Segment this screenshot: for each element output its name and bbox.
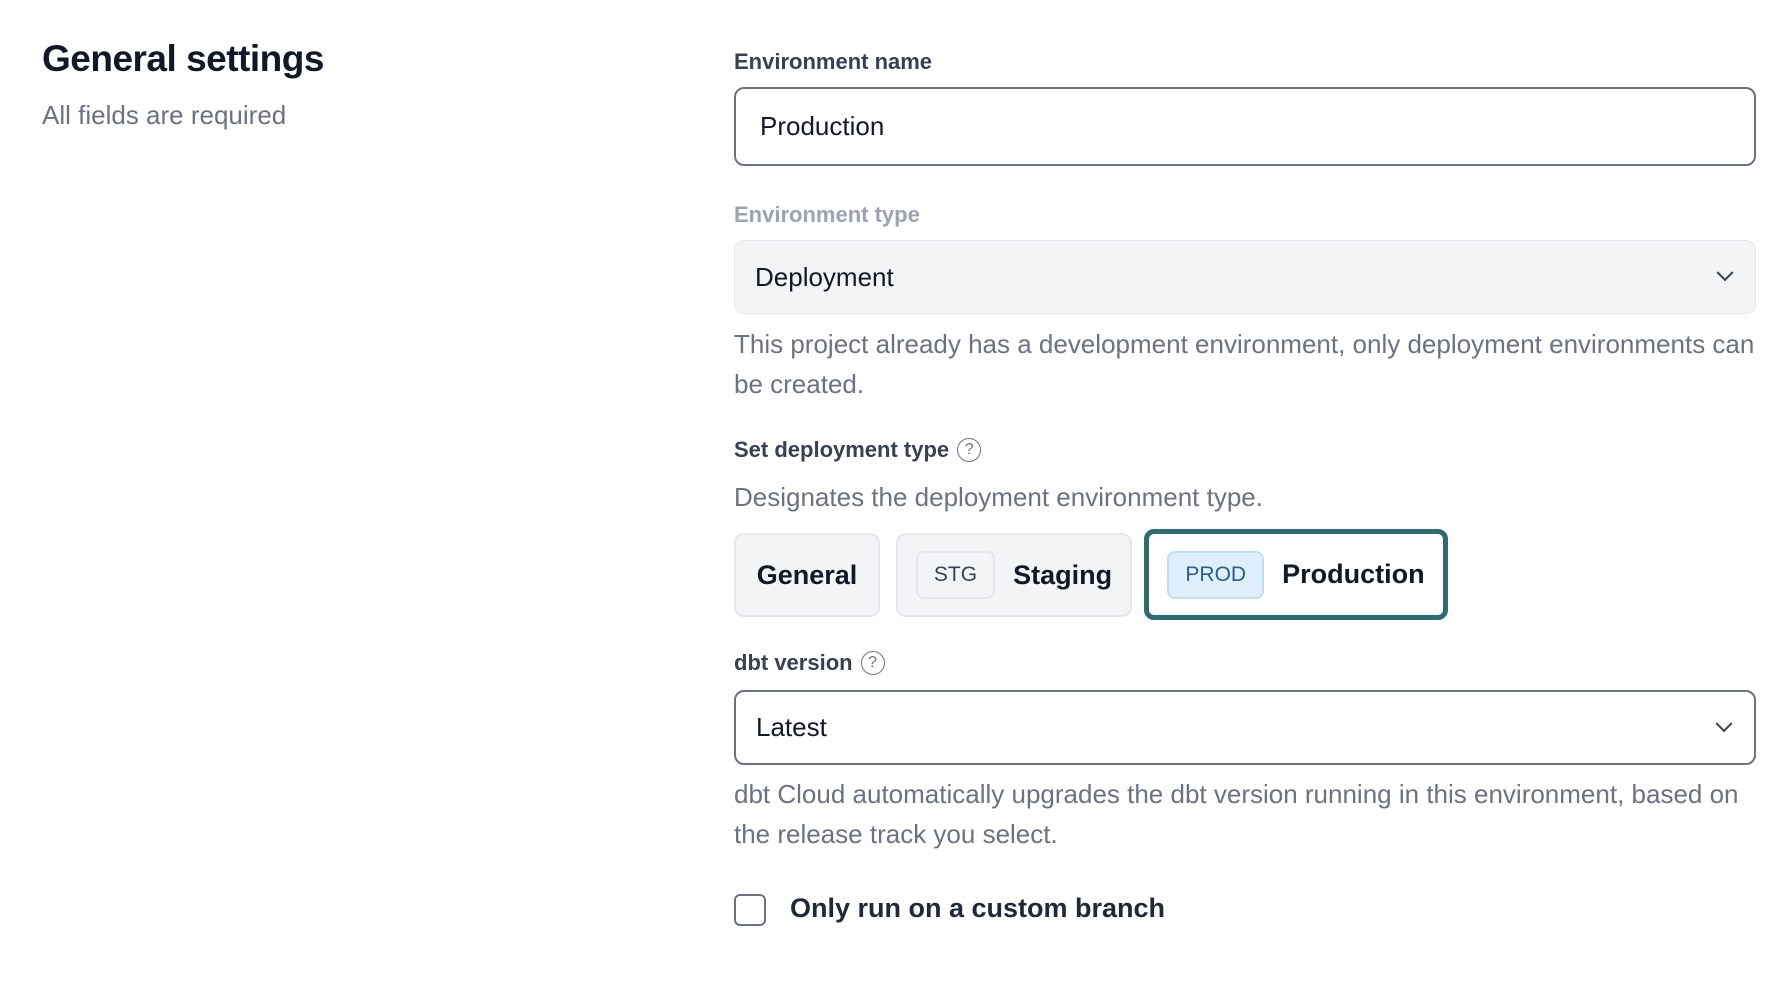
- stg-badge: STG: [915, 551, 996, 599]
- environment-name-label: Environment name: [734, 49, 932, 75]
- dbt-version-help: dbt Cloud automatically upgrades the dbt…: [734, 779, 1739, 849]
- environment-type-help: This project already has a development e…: [734, 329, 1755, 399]
- dbt-version-select[interactable]: Latest: [734, 690, 1756, 765]
- dbt-version-label: dbt version ?: [734, 650, 885, 676]
- question-circle-icon[interactable]: ?: [957, 438, 982, 462]
- deployment-type-staging[interactable]: STG Staging: [896, 533, 1132, 617]
- deployment-type-description: Designates the deployment environment ty…: [734, 482, 1263, 512]
- environment-type-select: Deployment: [734, 240, 1756, 314]
- environment-type-label-text: Environment type: [734, 202, 920, 227]
- page-subtitle: All fields are required: [42, 100, 287, 130]
- environment-name-input[interactable]: Production: [734, 87, 1756, 166]
- option-label: Staging: [1013, 559, 1113, 590]
- dbt-version-label-text: dbt version: [734, 650, 853, 675]
- deployment-type-label: Set deployment type ?: [734, 437, 982, 463]
- page-title: General settings: [42, 38, 324, 79]
- prod-badge: PROD: [1167, 550, 1265, 599]
- deployment-type-production[interactable]: PROD Production: [1144, 529, 1448, 620]
- environment-name-label-text: Environment name: [734, 49, 933, 74]
- question-circle-icon[interactable]: ?: [860, 651, 885, 675]
- custom-branch-label[interactable]: Only run on a custom branch: [790, 893, 1166, 923]
- option-label: Production: [1282, 559, 1425, 589]
- environment-type-label: Environment type: [734, 202, 920, 228]
- deployment-type-general[interactable]: General: [734, 533, 880, 617]
- dbt-version-value: Latest: [756, 712, 827, 742]
- environment-name-value: Production: [760, 111, 885, 141]
- deployment-type-label-text: Set deployment type: [734, 437, 950, 462]
- option-label: General: [756, 559, 858, 590]
- custom-branch-checkbox[interactable]: [734, 894, 766, 926]
- chevron-down-icon: [1716, 264, 1734, 282]
- chevron-down-icon: [1715, 714, 1733, 732]
- environment-type-value: Deployment: [755, 261, 894, 292]
